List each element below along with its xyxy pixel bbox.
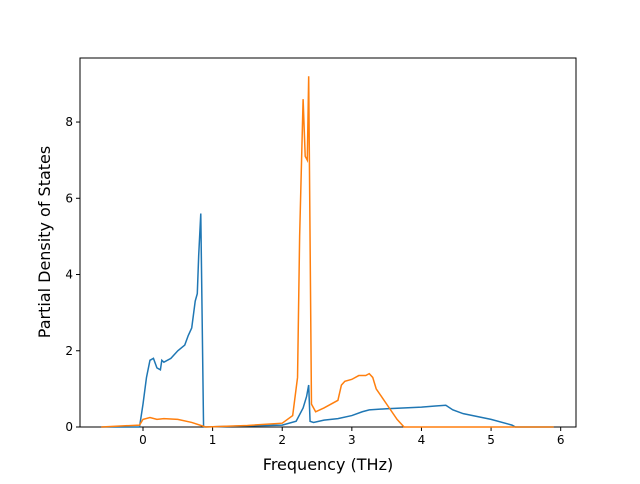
x-tick-label: 5 bbox=[487, 433, 495, 447]
plot-frame bbox=[79, 57, 577, 428]
x-tick-label: 2 bbox=[278, 433, 286, 447]
y-tick-label: 8 bbox=[65, 115, 73, 129]
x-tick-label: 1 bbox=[209, 433, 217, 447]
y-tick-label: 4 bbox=[65, 268, 73, 282]
y-tick-label: 2 bbox=[65, 344, 73, 358]
x-tick-label: 6 bbox=[557, 433, 565, 447]
y-tick-label: 6 bbox=[65, 191, 73, 205]
line-series bbox=[101, 213, 554, 428]
y-tick-label: 0 bbox=[65, 420, 73, 434]
x-axis-title: Frequency (THz) bbox=[263, 455, 393, 474]
y-axis-title: Partial Density of States bbox=[35, 146, 54, 338]
x-tick-label: 0 bbox=[139, 433, 147, 447]
x-tick-label: 4 bbox=[418, 433, 426, 447]
line-series bbox=[101, 76, 554, 428]
x-tick-label: 3 bbox=[348, 433, 356, 447]
